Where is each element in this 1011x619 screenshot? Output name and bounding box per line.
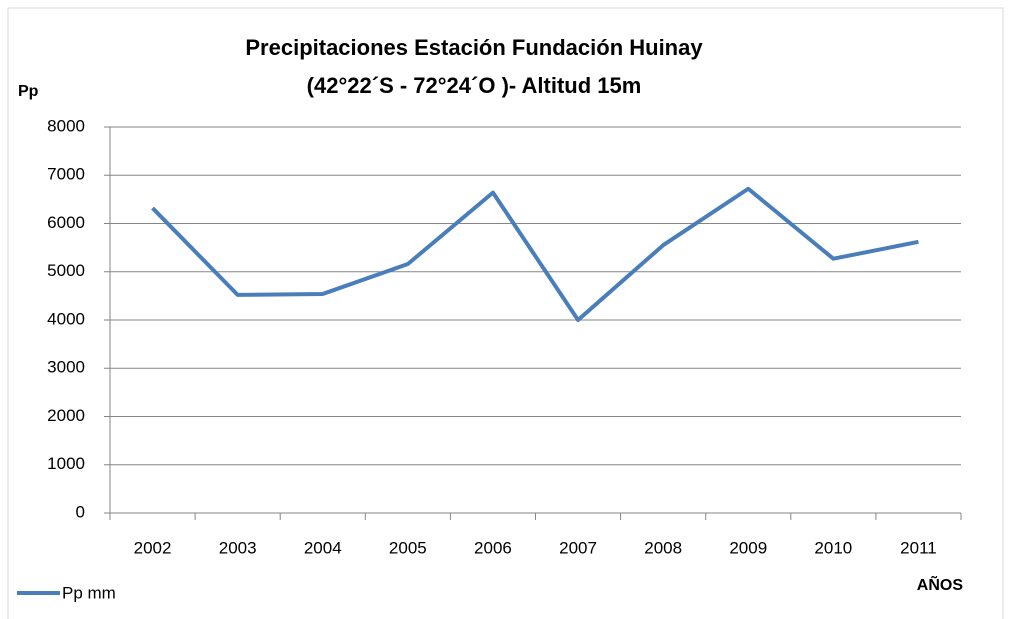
x-tick-label: 2002 <box>134 538 172 557</box>
x-tick-label: 2006 <box>474 538 512 557</box>
x-tick-label: 2003 <box>219 538 257 557</box>
x-tick-label: 2007 <box>559 538 597 557</box>
x-tick-label: 2004 <box>304 538 342 557</box>
x-tick-label: 2008 <box>644 538 682 557</box>
x-tick-label: 2009 <box>729 538 767 557</box>
y-tick-label: 7000 <box>47 165 85 184</box>
y-tick-label: 1000 <box>47 454 85 473</box>
chart-title: (42°22´S - 72°24´O )- Altitud 15m <box>307 73 642 98</box>
y-axis-label: Pp <box>18 83 39 100</box>
y-tick-label: 8000 <box>47 116 85 135</box>
x-axis-label: AÑOS <box>917 574 964 594</box>
y-tick-label: 5000 <box>47 261 85 280</box>
y-tick-label: 0 <box>76 502 85 521</box>
frame <box>7 7 1004 619</box>
data-line <box>151 186 919 322</box>
x-tick-label: 2010 <box>814 538 852 557</box>
legend-label: Pp mm <box>62 583 116 602</box>
y-tick-label: 2000 <box>47 406 85 425</box>
y-tick-label: 3000 <box>47 358 85 377</box>
chart-title: Precipitaciones Estación Fundación Huina… <box>245 35 703 60</box>
x-tick-label: 2005 <box>389 538 427 557</box>
x-tick-label: 2011 <box>900 538 937 557</box>
y-tick-label: 6000 <box>47 213 85 232</box>
y-tick-label: 4000 <box>47 309 85 328</box>
